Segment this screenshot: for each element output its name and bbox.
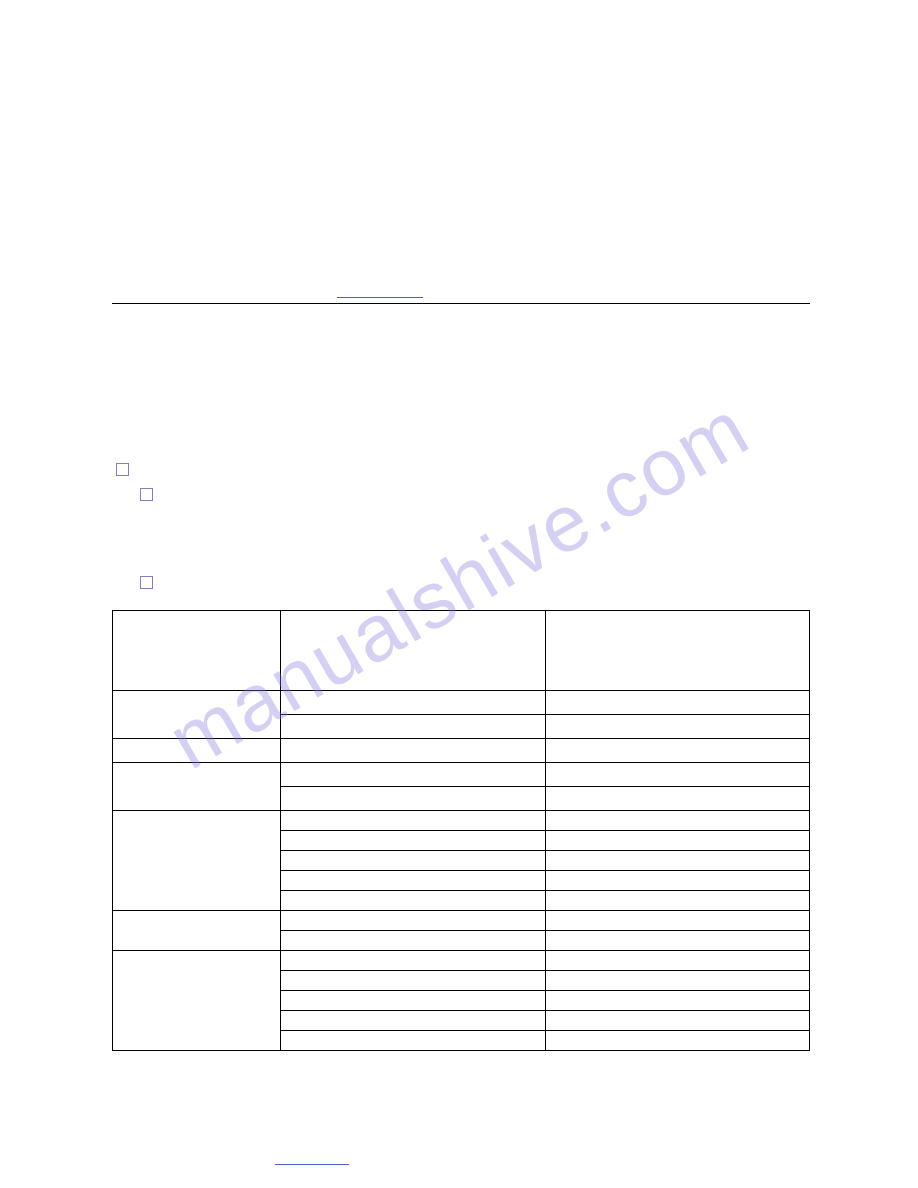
- table-cell: [546, 971, 810, 991]
- table-cell: [280, 871, 546, 891]
- table-cell: [280, 811, 546, 831]
- table-cell: [280, 1031, 546, 1051]
- table-cell: [280, 911, 546, 931]
- table-cell: [113, 611, 281, 691]
- checkbox-2[interactable]: [140, 488, 153, 501]
- table-cell: [113, 911, 281, 951]
- table-cell: [546, 739, 810, 763]
- table-cell: [546, 763, 810, 787]
- table-cell: [546, 831, 810, 851]
- table-cell: [113, 763, 281, 811]
- table-cell: [280, 787, 546, 811]
- table-cell: [546, 1011, 810, 1031]
- table-cell: [113, 691, 281, 739]
- table-cell: [280, 951, 546, 971]
- table-row: [113, 811, 810, 831]
- table-cell: [113, 951, 281, 1051]
- table-cell: [280, 891, 546, 911]
- table-row: [113, 691, 810, 715]
- table-cell: [280, 851, 546, 871]
- table-row: [113, 951, 810, 971]
- table-cell: [280, 763, 546, 787]
- table-cell: [280, 611, 546, 691]
- table-cell: [280, 715, 546, 739]
- table-cell: [546, 787, 810, 811]
- table-cell: [280, 739, 546, 763]
- table-cell: [546, 891, 810, 911]
- bottom-link-underline: [275, 1164, 349, 1165]
- table-cell: [280, 831, 546, 851]
- top-divider: [112, 303, 810, 304]
- table-cell: [280, 931, 546, 951]
- table-cell: [546, 911, 810, 931]
- table-cell: [546, 851, 810, 871]
- table-row: [113, 611, 810, 691]
- checkbox-3[interactable]: [140, 576, 153, 589]
- table-cell: [546, 1031, 810, 1051]
- table-cell: [546, 991, 810, 1011]
- table-cell: [280, 971, 546, 991]
- table-cell: [546, 931, 810, 951]
- table-row: [113, 739, 810, 763]
- table-cell: [546, 951, 810, 971]
- table-cell: [546, 691, 810, 715]
- table-cell: [113, 739, 281, 763]
- table-cell: [113, 811, 281, 911]
- top-link-underline: [337, 297, 423, 298]
- table-cell: [546, 715, 810, 739]
- table-cell: [546, 871, 810, 891]
- table-row: [113, 763, 810, 787]
- table-cell: [280, 691, 546, 715]
- table-cell: [280, 991, 546, 1011]
- checkbox-1[interactable]: [116, 463, 129, 476]
- table-cell: [546, 811, 810, 831]
- data-table: [112, 610, 810, 1051]
- table-row: [113, 911, 810, 931]
- table-cell: [280, 1011, 546, 1031]
- table-cell: [546, 611, 810, 691]
